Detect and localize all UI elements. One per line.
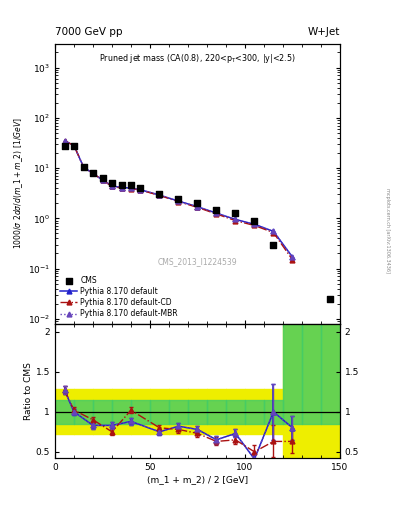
Line: Pythia 8.170 default-MBR: Pythia 8.170 default-MBR: [62, 138, 295, 260]
CMS: [71, 141, 77, 150]
Pythia 8.170 default-MBR: [214, 210, 219, 216]
Pythia 8.170 default: [100, 177, 105, 183]
Pythia 8.170 default-MBR: [138, 187, 143, 193]
Pythia 8.170 default-CD: [214, 211, 219, 217]
Pythia 8.170 default-CD: [195, 204, 200, 210]
CMS: [128, 181, 134, 189]
Pythia 8.170 default-CD: [62, 138, 67, 144]
Y-axis label: Ratio to CMS: Ratio to CMS: [24, 362, 33, 420]
CMS: [195, 199, 201, 207]
Pythia 8.170 default: [271, 228, 276, 234]
Pythia 8.170 default-CD: [138, 187, 143, 193]
Pythia 8.170 default: [129, 185, 133, 191]
Pythia 8.170 default-CD: [233, 218, 238, 224]
Text: mcplots.cern.ch [arXiv:1306.3436]: mcplots.cern.ch [arXiv:1306.3436]: [385, 188, 389, 273]
Pythia 8.170 default: [252, 221, 257, 227]
CMS: [118, 181, 125, 189]
X-axis label: (m_1 + m_2) / 2 [GeV]: (m_1 + m_2) / 2 [GeV]: [147, 475, 248, 484]
Pythia 8.170 default-MBR: [72, 142, 76, 148]
CMS: [175, 195, 182, 203]
Pythia 8.170 default-CD: [157, 193, 162, 199]
Pythia 8.170 default: [195, 204, 200, 210]
CMS: [61, 141, 68, 150]
Pythia 8.170 default: [214, 210, 219, 216]
Pythia 8.170 default-MBR: [100, 177, 105, 183]
Pythia 8.170 default-MBR: [119, 184, 124, 190]
Text: CMS_2013_I1224539: CMS_2013_I1224539: [158, 258, 237, 267]
CMS: [232, 208, 239, 217]
Pythia 8.170 default-MBR: [91, 170, 95, 177]
Pythia 8.170 default: [138, 187, 143, 193]
Pythia 8.170 default-CD: [176, 199, 181, 205]
Pythia 8.170 default-CD: [290, 257, 295, 263]
Pythia 8.170 default-CD: [252, 222, 257, 228]
CMS: [327, 295, 334, 303]
Text: 7000 GeV pp: 7000 GeV pp: [55, 27, 123, 37]
Pythia 8.170 default-MBR: [129, 185, 133, 191]
Pythia 8.170 default-MBR: [62, 138, 67, 144]
Pythia 8.170 default-MBR: [252, 221, 257, 227]
Pythia 8.170 default-CD: [271, 229, 276, 236]
Pythia 8.170 default-CD: [129, 185, 133, 191]
Pythia 8.170 default-CD: [110, 183, 114, 189]
CMS: [99, 175, 106, 183]
Text: W+Jet: W+Jet: [308, 27, 340, 37]
Legend: CMS, Pythia 8.170 default, Pythia 8.170 default-CD, Pythia 8.170 default-MBR: CMS, Pythia 8.170 default, Pythia 8.170 …: [59, 274, 179, 320]
Pythia 8.170 default-CD: [81, 164, 86, 170]
Pythia 8.170 default-MBR: [110, 183, 114, 189]
Pythia 8.170 default: [157, 192, 162, 198]
Text: Pruned jet mass (CA(0.8), 220<p$_{\rm T}$<300, |y|<2.5): Pruned jet mass (CA(0.8), 220<p$_{\rm T}…: [99, 52, 296, 65]
Line: Pythia 8.170 default: Pythia 8.170 default: [62, 138, 295, 260]
Pythia 8.170 default-MBR: [157, 192, 162, 198]
Pythia 8.170 default: [91, 170, 95, 177]
Pythia 8.170 default-CD: [119, 185, 124, 191]
Pythia 8.170 default: [72, 142, 76, 148]
CMS: [90, 169, 96, 177]
Pythia 8.170 default: [110, 183, 114, 189]
Pythia 8.170 default: [119, 184, 124, 190]
CMS: [109, 179, 115, 187]
Pythia 8.170 default: [81, 164, 86, 170]
Pythia 8.170 default-MBR: [233, 217, 238, 223]
Pythia 8.170 default: [62, 138, 67, 144]
Pythia 8.170 default: [290, 254, 295, 260]
Line: Pythia 8.170 default-CD: Pythia 8.170 default-CD: [62, 138, 295, 262]
Pythia 8.170 default-CD: [72, 142, 76, 148]
Pythia 8.170 default-MBR: [176, 198, 181, 204]
Y-axis label: $1000/\sigma\ 2d\sigma/d(m\_1 + m\_2)\ [1/GeV]$: $1000/\sigma\ 2d\sigma/d(m\_1 + m\_2)\ […: [12, 118, 25, 249]
CMS: [252, 217, 258, 225]
CMS: [270, 241, 277, 249]
CMS: [138, 184, 144, 192]
CMS: [156, 189, 163, 198]
Pythia 8.170 default-CD: [100, 177, 105, 183]
Pythia 8.170 default-MBR: [271, 228, 276, 234]
Pythia 8.170 default-MBR: [290, 254, 295, 260]
CMS: [81, 163, 87, 171]
Pythia 8.170 default: [176, 198, 181, 204]
CMS: [213, 206, 220, 215]
Pythia 8.170 default-MBR: [195, 204, 200, 210]
Pythia 8.170 default-MBR: [81, 164, 86, 170]
Pythia 8.170 default-CD: [91, 170, 95, 177]
Pythia 8.170 default: [233, 217, 238, 223]
